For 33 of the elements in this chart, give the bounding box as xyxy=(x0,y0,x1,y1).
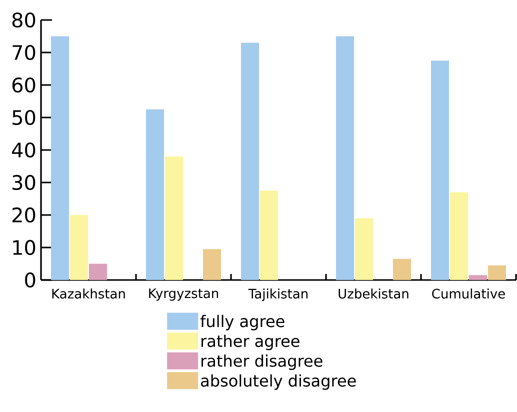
bar xyxy=(164,156,184,280)
bar xyxy=(88,264,108,280)
bar xyxy=(392,258,412,280)
bar xyxy=(354,218,374,280)
x-tick-label: Kyrgyzstan xyxy=(149,288,218,301)
bar xyxy=(70,214,88,280)
bar xyxy=(468,275,488,280)
bar xyxy=(146,109,164,280)
x-tick-label: Kazakhstan xyxy=(52,288,125,299)
x-tick-label: Uzbekistan xyxy=(338,288,408,299)
y-tick-label: 70 xyxy=(12,44,36,60)
x-tick-label: Tajikistan xyxy=(248,288,308,302)
bar xyxy=(260,190,278,280)
legend-label: rather agree xyxy=(202,334,300,350)
legend-label: rather disagree xyxy=(202,354,322,370)
legend-label: fully agree xyxy=(200,314,284,330)
y-tick-label: 30 xyxy=(12,174,36,190)
bar xyxy=(450,192,468,280)
bar xyxy=(50,36,70,280)
y-tick-label: 80 xyxy=(12,12,36,28)
y-tick-label: 20 xyxy=(12,207,36,223)
y-tick-label: 0 xyxy=(25,272,36,288)
legend-label: absolutely disagree xyxy=(201,374,356,390)
bar xyxy=(336,36,354,280)
bar xyxy=(202,249,222,280)
y-tick-label: 10 xyxy=(13,240,36,256)
bar xyxy=(430,60,450,280)
y-tick-label: 50 xyxy=(12,110,36,126)
bar xyxy=(240,42,260,280)
y-tick-label: 40 xyxy=(12,142,36,158)
x-tick-label: Cumulative xyxy=(432,288,505,299)
y-tick-label: 60 xyxy=(12,77,36,93)
bar xyxy=(488,265,506,280)
